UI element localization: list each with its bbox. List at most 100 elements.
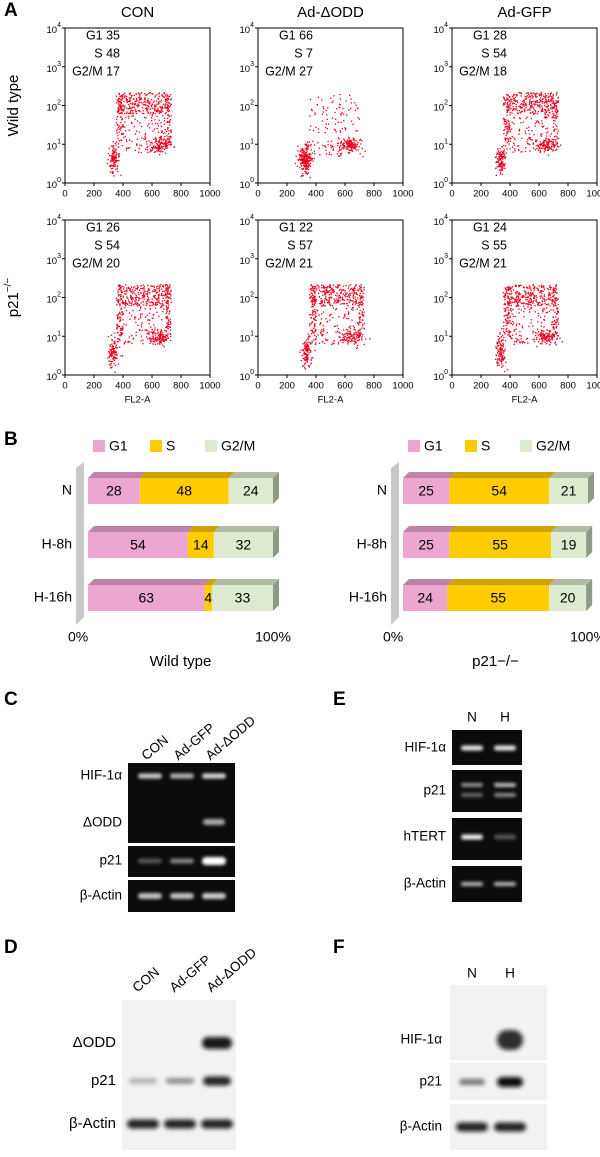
dot	[146, 107, 148, 109]
dot	[156, 340, 158, 342]
dot	[167, 98, 169, 100]
dot	[123, 323, 125, 325]
dot	[538, 341, 540, 343]
dot	[339, 142, 342, 144]
dot	[341, 144, 344, 146]
dot	[142, 102, 144, 104]
dot	[524, 130, 526, 132]
dot	[552, 316, 554, 318]
dot	[167, 322, 169, 324]
dot	[310, 301, 312, 303]
dot	[328, 315, 331, 317]
dot	[538, 93, 540, 95]
dot	[117, 300, 120, 302]
dot	[508, 124, 510, 126]
dot	[153, 332, 155, 334]
dot	[117, 341, 120, 343]
dot	[308, 144, 310, 146]
dot	[134, 316, 137, 318]
dot	[360, 290, 362, 292]
dot	[551, 108, 553, 110]
dot	[509, 287, 512, 289]
dot	[166, 311, 168, 313]
dot	[305, 161, 307, 164]
dot	[134, 289, 136, 291]
dot	[543, 141, 545, 143]
dot	[329, 284, 331, 286]
dot	[501, 327, 503, 330]
dot	[547, 131, 549, 133]
dot	[322, 286, 324, 288]
dot	[539, 94, 541, 96]
dot	[503, 325, 505, 327]
dot	[498, 157, 500, 160]
dot	[130, 291, 132, 293]
dot	[166, 104, 168, 106]
dot	[309, 144, 312, 147]
dot	[516, 106, 518, 108]
dot	[548, 331, 550, 333]
bar-segment	[88, 585, 205, 611]
dot	[315, 329, 317, 331]
dot	[305, 349, 307, 351]
dot	[165, 334, 167, 336]
dot	[144, 99, 146, 101]
dot	[129, 92, 131, 94]
dot	[305, 144, 307, 146]
dot	[524, 292, 526, 294]
dot	[167, 137, 169, 139]
dot	[550, 299, 552, 301]
dot	[337, 137, 340, 139]
dot	[124, 121, 126, 123]
dot	[122, 328, 124, 331]
dot	[539, 297, 542, 299]
dot	[141, 97, 143, 99]
dot	[519, 92, 521, 94]
y-tick-exponent: 2	[57, 291, 61, 298]
dot	[110, 334, 113, 336]
dot	[352, 294, 354, 297]
dot	[505, 324, 507, 327]
dot	[513, 142, 515, 144]
dot	[167, 337, 169, 339]
dot	[107, 336, 109, 338]
dot	[138, 294, 140, 296]
dot	[305, 160, 307, 163]
dot	[553, 103, 556, 105]
dot	[139, 329, 141, 331]
dot	[112, 150, 115, 152]
dot	[514, 108, 517, 110]
annotation: G1 22	[279, 220, 313, 234]
dot	[308, 169, 310, 171]
dot	[358, 322, 360, 324]
dot	[516, 323, 518, 325]
dot	[502, 102, 505, 105]
dot	[351, 289, 354, 291]
dot	[511, 128, 513, 130]
dot	[502, 118, 505, 120]
dot	[354, 145, 356, 147]
dot	[504, 129, 506, 131]
dot	[144, 101, 146, 103]
dot	[503, 118, 506, 121]
dot	[329, 285, 331, 287]
dot	[128, 112, 130, 114]
dot	[149, 108, 151, 110]
dot	[165, 289, 167, 292]
dot	[332, 289, 335, 291]
dot	[348, 139, 350, 142]
dot	[158, 110, 160, 112]
dot	[301, 149, 304, 152]
dot	[495, 358, 497, 360]
dot	[163, 304, 165, 306]
dot	[303, 351, 305, 353]
dot	[112, 171, 114, 173]
legend-label: G1	[424, 438, 443, 454]
dot	[124, 94, 126, 97]
dot	[307, 165, 309, 168]
dot	[139, 95, 141, 97]
dot	[530, 299, 533, 301]
dot	[314, 330, 317, 332]
dot	[554, 332, 556, 334]
dot	[552, 299, 554, 301]
